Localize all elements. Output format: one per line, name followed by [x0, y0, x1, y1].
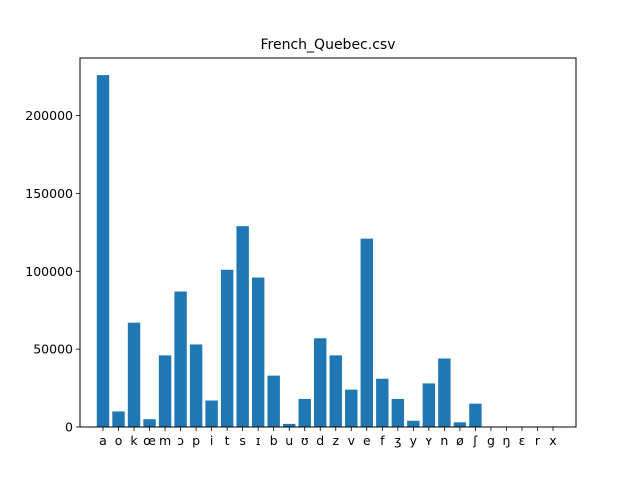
bar-17	[360, 238, 373, 427]
y-tick-label-4: 200000	[25, 108, 73, 123]
plot-frame	[79, 57, 577, 428]
y-tick-label-1: 50000	[33, 342, 73, 357]
x-tick-label-16: v	[348, 433, 356, 448]
bar-24	[469, 403, 482, 427]
bar-19	[391, 398, 405, 427]
x-tick-label-8: t	[225, 433, 230, 448]
y-tick-label-3: 150000	[25, 186, 73, 201]
bar-8	[220, 269, 234, 427]
bar-22	[438, 358, 451, 427]
x-tick-label-23: ø	[456, 433, 464, 448]
x-tick-label-25: g	[487, 433, 495, 448]
bar-6	[189, 344, 203, 427]
x-tick-label-28: r	[535, 433, 541, 448]
x-tick-label-24: ʃ	[472, 433, 478, 448]
bar-13	[298, 398, 311, 427]
bar-14	[314, 338, 327, 427]
bar-15	[329, 355, 342, 427]
bar-5	[174, 291, 187, 427]
x-tick-label-7: i	[210, 433, 213, 448]
bar-9	[236, 226, 249, 427]
bars-group	[96, 75, 482, 427]
bar-18	[376, 378, 389, 427]
bar-12	[283, 423, 296, 427]
x-tick-label-0: a	[99, 433, 107, 448]
x-tick-label-18: f	[380, 433, 385, 448]
x-tick-label-10: ɪ	[256, 433, 261, 448]
x-tick-label-11: b	[270, 433, 278, 448]
x-tick-label-27: ɛ	[519, 433, 526, 448]
x-tick-label-15: z	[332, 433, 339, 448]
bar-2	[127, 322, 141, 427]
x-tick-label-9: s	[239, 433, 246, 448]
bar-20	[407, 420, 420, 427]
x-tick-label-4: m	[159, 433, 171, 448]
x-tick-label-29: x	[549, 433, 556, 448]
bar-21	[422, 383, 436, 427]
x-tick-label-12: u	[285, 433, 293, 448]
x-tick-label-26: ŋ	[502, 433, 510, 448]
x-tick-label-22: n	[440, 433, 448, 448]
y-tick-label-0: 0	[65, 420, 73, 435]
x-tick-label-17: e	[363, 433, 371, 448]
x-tick-label-13: ʊ	[301, 433, 309, 448]
bar-23	[453, 422, 467, 427]
x-tick-label-2: k	[130, 433, 138, 448]
bar-10	[251, 277, 265, 427]
bar-16	[345, 389, 358, 427]
x-tick-label-3: œ	[143, 433, 156, 448]
y-axis: 0 50000 100000 150000 200000	[25, 108, 80, 435]
y-tick-label-2: 100000	[25, 264, 73, 279]
bar-11	[267, 375, 280, 427]
x-tick-label-5: ɔ	[177, 433, 184, 448]
x-tick-label-6: p	[192, 433, 200, 448]
x-tick-label-19: ʒ	[394, 433, 401, 448]
bar-1	[112, 411, 125, 427]
x-tick-label-21: ʏ	[425, 433, 433, 448]
x-tick-label-1: o	[115, 433, 123, 448]
bar-4	[158, 355, 172, 427]
x-tick-label-14: d	[316, 433, 324, 448]
bar-0	[96, 75, 110, 427]
bar-3	[143, 419, 156, 427]
x-tick-label-20: y	[410, 433, 418, 448]
chart-title: French_Quebec.csv	[261, 37, 396, 53]
bar-7	[205, 400, 218, 427]
